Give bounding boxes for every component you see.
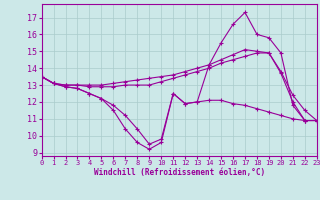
X-axis label: Windchill (Refroidissement éolien,°C): Windchill (Refroidissement éolien,°C) [94,168,265,177]
